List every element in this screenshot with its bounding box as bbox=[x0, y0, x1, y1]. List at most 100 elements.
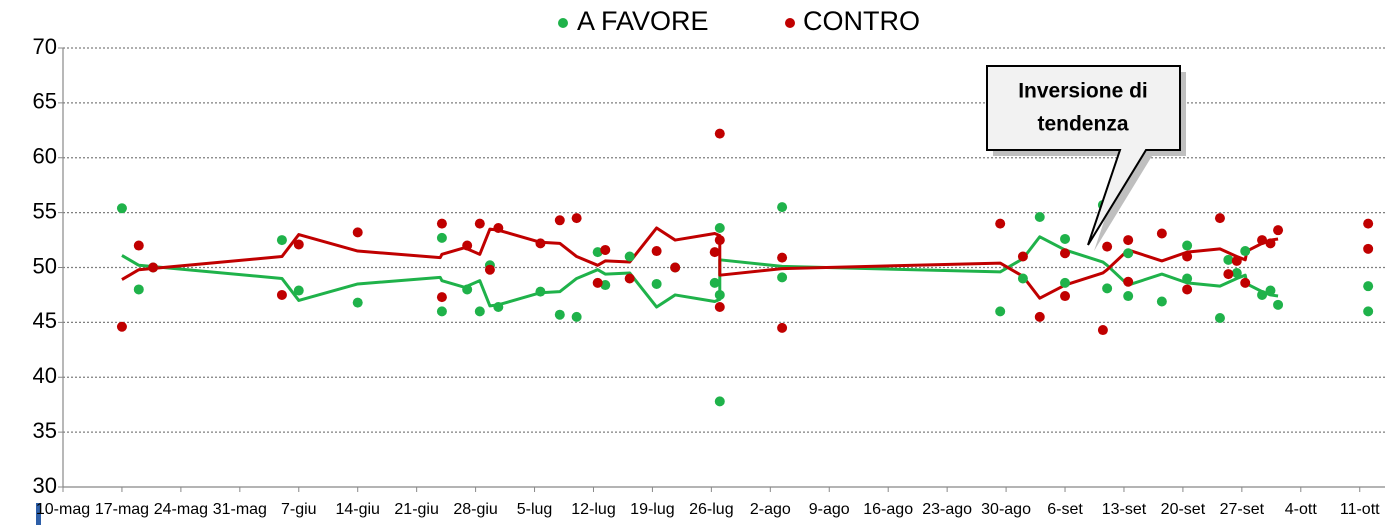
data-point bbox=[1214, 213, 1225, 224]
data-point bbox=[1231, 267, 1242, 278]
x-tick-label: 23-ago bbox=[922, 501, 972, 518]
x-tick-label: 31-mag bbox=[213, 501, 267, 518]
data-point bbox=[714, 222, 725, 233]
data-point bbox=[1097, 325, 1108, 336]
trend-line bbox=[121, 226, 1279, 300]
data-point bbox=[592, 247, 603, 258]
data-point bbox=[436, 232, 447, 243]
data-point bbox=[1182, 251, 1193, 262]
data-point bbox=[116, 203, 127, 214]
data-point bbox=[462, 240, 473, 251]
data-point bbox=[1060, 291, 1071, 302]
y-tick-label: 60 bbox=[33, 144, 57, 169]
data-point bbox=[462, 284, 473, 295]
data-point bbox=[1123, 248, 1134, 259]
data-point bbox=[1123, 235, 1134, 246]
data-point bbox=[1363, 243, 1374, 254]
x-tick-label: 2-ago bbox=[750, 501, 791, 518]
data-point bbox=[1060, 233, 1071, 244]
data-point bbox=[714, 128, 725, 139]
data-point bbox=[600, 280, 611, 291]
y-tick-label: 70 bbox=[33, 34, 57, 59]
x-tick-label: 19-lug bbox=[630, 501, 674, 518]
y-tick-label: 55 bbox=[33, 198, 57, 223]
x-tick-label: 9-ago bbox=[809, 501, 850, 518]
x-tick-label: 5-lug bbox=[517, 501, 553, 518]
data-point bbox=[624, 273, 635, 284]
edge-marker bbox=[36, 503, 41, 525]
data-point bbox=[554, 215, 565, 226]
data-point bbox=[1123, 291, 1134, 302]
callout-box bbox=[986, 65, 1181, 246]
legend-label: A FAVORE bbox=[577, 6, 709, 36]
data-point bbox=[535, 286, 546, 297]
data-point bbox=[651, 278, 662, 289]
data-point bbox=[276, 235, 287, 246]
data-point bbox=[995, 218, 1006, 229]
y-tick-label: 35 bbox=[33, 418, 57, 443]
data-point bbox=[1363, 306, 1374, 317]
data-point bbox=[1214, 312, 1225, 323]
y-tick-label: 40 bbox=[33, 363, 57, 388]
y-tick-label: 50 bbox=[33, 253, 57, 278]
data-point bbox=[709, 277, 720, 288]
x-tick-label: 20-set bbox=[1161, 501, 1206, 518]
data-point bbox=[1102, 241, 1113, 252]
data-point bbox=[493, 222, 504, 233]
data-point bbox=[493, 302, 504, 313]
x-tick-label: 21-giu bbox=[394, 501, 438, 518]
data-point bbox=[714, 289, 725, 300]
data-point bbox=[133, 240, 144, 251]
x-tick-label: 26-lug bbox=[689, 501, 733, 518]
data-point bbox=[276, 289, 287, 300]
data-point bbox=[600, 244, 611, 255]
data-point bbox=[1231, 255, 1242, 266]
x-tick-label: 13-set bbox=[1102, 501, 1147, 518]
plot-area: 30 35 40 45 50 55 60 65 70 10-mag 17-mag 24-mag 31-m… bbox=[33, 34, 1385, 518]
data-point bbox=[1123, 276, 1134, 287]
y-tick-label: 30 bbox=[33, 473, 57, 498]
data-point bbox=[1363, 218, 1374, 229]
data-point bbox=[592, 277, 603, 288]
legend-marker bbox=[785, 18, 795, 28]
data-point bbox=[714, 302, 725, 313]
data-point bbox=[1240, 277, 1251, 288]
data-point bbox=[1034, 212, 1045, 223]
legend-label: CONTRO bbox=[803, 6, 920, 36]
data-point bbox=[571, 213, 582, 224]
data-point bbox=[1223, 254, 1234, 265]
data-point bbox=[293, 239, 304, 250]
data-point bbox=[1017, 251, 1028, 262]
data-point bbox=[777, 202, 788, 213]
x-tick-label: 16-ago bbox=[863, 501, 913, 518]
data-point bbox=[484, 264, 495, 275]
data-point bbox=[293, 285, 304, 296]
data-point bbox=[436, 292, 447, 303]
data-point bbox=[352, 297, 363, 308]
x-tick-label: 4-ott bbox=[1285, 501, 1318, 518]
x-tick-label: 30-ago bbox=[981, 501, 1031, 518]
data-point bbox=[571, 311, 582, 322]
data-point bbox=[116, 321, 127, 332]
data-point bbox=[1363, 281, 1374, 292]
data-point bbox=[148, 262, 159, 273]
x-tick-label: 10-mag bbox=[36, 501, 90, 518]
x-tick-label: 11-ott bbox=[1340, 501, 1380, 518]
data-point bbox=[1265, 285, 1276, 296]
y-tick-label: 65 bbox=[33, 89, 57, 114]
data-point bbox=[1182, 273, 1193, 284]
data-point bbox=[1102, 283, 1113, 294]
trend-line bbox=[121, 235, 1279, 309]
data-point bbox=[777, 272, 788, 283]
x-tick-label: 28-giu bbox=[453, 501, 497, 518]
y-tick-label: 45 bbox=[33, 308, 57, 333]
data-point bbox=[1156, 228, 1167, 239]
data-point bbox=[709, 247, 720, 258]
data-point bbox=[554, 309, 565, 320]
data-point bbox=[436, 218, 447, 229]
data-point bbox=[624, 251, 635, 262]
data-point bbox=[714, 396, 725, 407]
data-point bbox=[1273, 225, 1284, 236]
data-point bbox=[1257, 235, 1268, 246]
